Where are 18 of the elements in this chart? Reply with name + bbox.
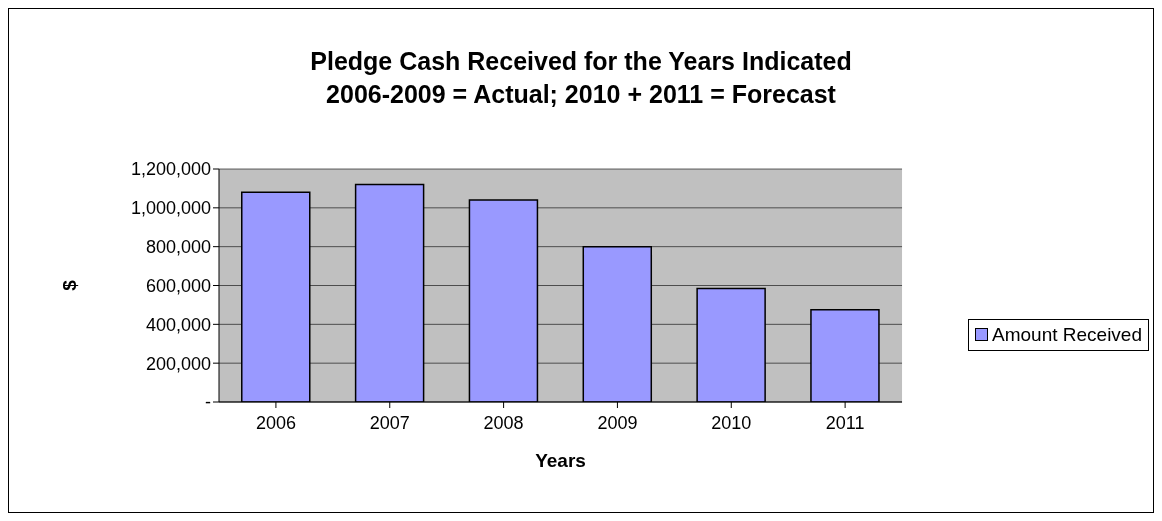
chart-title: Pledge Cash Received for the Years Indicated xyxy=(309,46,853,77)
x-tick-label: 2006 xyxy=(255,412,296,433)
y-tick-label: 1,000,000 xyxy=(130,198,211,219)
x-tick-label: 2011 xyxy=(825,412,865,433)
x-tick-label: 2009 xyxy=(597,412,638,433)
x-tick-label: 2008 xyxy=(483,412,524,433)
y-axis-title: $ xyxy=(58,279,80,291)
y-tick-label: 400,000 xyxy=(145,314,211,335)
y-tick-label: 600,000 xyxy=(145,275,211,296)
x-tick-label: 2007 xyxy=(369,412,410,433)
x-tick-label: 2010 xyxy=(711,412,752,433)
y-tick-label: - xyxy=(205,392,211,413)
chart-subtitle: 2006-2009 = Actual; 2010 + 2011 = Forecast xyxy=(325,79,837,110)
y-tick-label: 800,000 xyxy=(145,237,211,258)
y-tick-label: 1,200,000 xyxy=(130,159,211,180)
legend-label: Amount Received xyxy=(992,323,1142,346)
y-tick-label: 200,000 xyxy=(145,353,211,374)
x-axis-title: Years xyxy=(535,450,586,472)
